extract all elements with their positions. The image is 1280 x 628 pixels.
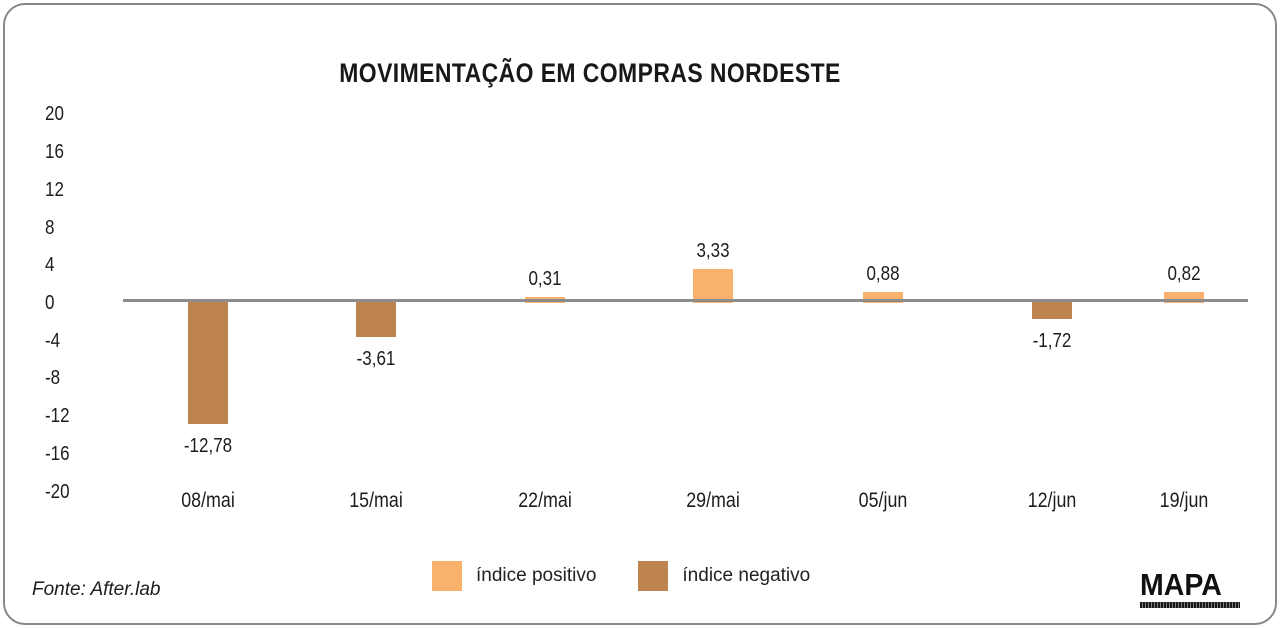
y-tick--4: -4 <box>45 329 61 352</box>
legend-item-positive: índice positivo <box>432 561 596 591</box>
chart-title: MOVIMENTAÇÃO EM COMPRAS NORDESTE <box>339 58 841 88</box>
y-tick--12: -12 <box>45 405 70 428</box>
y-tick-20: 20 <box>45 103 64 126</box>
value-label-08/mai: -12,78 <box>183 434 233 457</box>
x-tick-08/mai: 08/mai <box>181 489 235 512</box>
chart-title-wrap: MOVIMENTAÇÃO EM COMPRAS NORDESTE <box>0 58 1180 89</box>
legend-label-positive: índice positivo <box>476 565 597 586</box>
y-tick-12: 12 <box>45 178 64 201</box>
zero-axis-line <box>123 299 1248 302</box>
x-tick-12/jun: 12/jun <box>1027 489 1077 512</box>
legend: índice positivo índice negativo <box>432 561 810 591</box>
mapa-logo: MAPA <box>1140 567 1244 608</box>
x-tick-22/mai: 22/mai <box>518 489 572 512</box>
value-label-19/jun: 0,82 <box>1167 263 1201 286</box>
source-note: Fonte: After.lab <box>32 579 161 600</box>
bar-08/mai <box>188 300 228 424</box>
legend-item-negative: índice negativo <box>638 561 810 591</box>
mapa-logo-tagline <box>1140 602 1240 608</box>
x-tick-05/jun: 05/jun <box>858 489 908 512</box>
mapa-logo-text: MAPA <box>1140 567 1222 602</box>
bar-15/mai <box>356 300 396 338</box>
y-tick-16: 16 <box>45 141 64 164</box>
y-tick--8: -8 <box>45 367 61 390</box>
bar-19/jun <box>1164 292 1204 303</box>
x-tick-15/mai: 15/mai <box>349 489 403 512</box>
y-tick-4: 4 <box>45 254 55 277</box>
value-label-29/mai: 3,33 <box>696 239 730 262</box>
bar-29/mai <box>693 268 733 303</box>
value-label-15/mai: -3,61 <box>356 348 396 371</box>
y-tick--20: -20 <box>45 480 70 503</box>
bar-05/jun <box>863 291 903 303</box>
y-tick-8: 8 <box>45 216 55 239</box>
value-label-12/jun: -1,72 <box>1032 330 1072 353</box>
bar-12/jun <box>1032 300 1072 320</box>
y-tick--16: -16 <box>45 442 70 465</box>
y-tick-0: 0 <box>45 292 55 314</box>
legend-swatch-positive-icon <box>432 561 462 591</box>
legend-swatch-negative-icon <box>638 561 669 591</box>
value-label-05/jun: 0,88 <box>866 262 900 285</box>
x-tick-19/jun: 19/jun <box>1159 489 1209 512</box>
value-label-22/mai: 0,31 <box>528 268 562 291</box>
x-tick-29/mai: 29/mai <box>686 489 740 512</box>
legend-label-negative: índice negativo <box>682 565 811 586</box>
